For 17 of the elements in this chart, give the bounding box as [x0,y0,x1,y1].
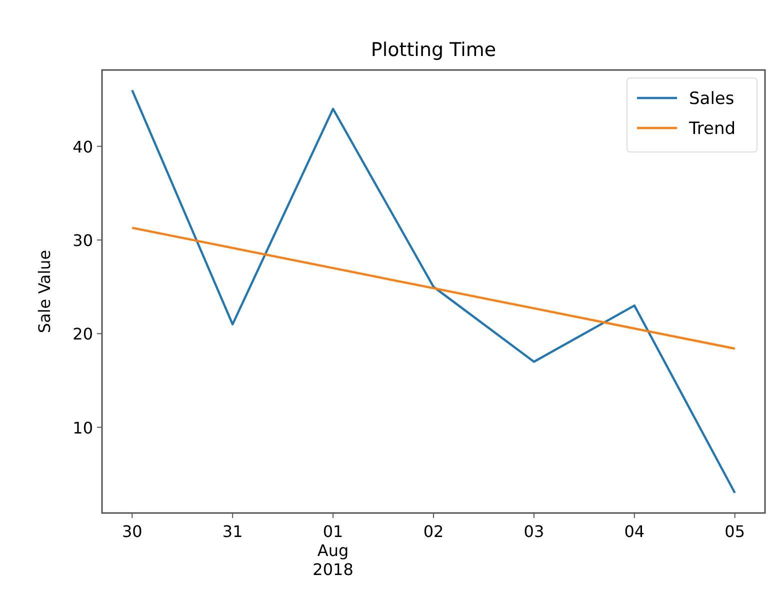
x-tick-label: 30 [122,522,142,541]
y-tick-label: 40 [72,137,93,156]
x-tick-label: 05 [724,522,746,541]
y-tick-label: 30 [72,230,93,250]
x-tick-label: 31 [222,522,243,541]
legend-label: Sales [689,89,734,109]
x-tick-label: 03 [524,522,544,541]
y-tick-label: 20 [72,324,93,344]
x-tick-label: 02 [423,522,444,541]
legend-label: Trend [688,119,736,139]
x-tick-label: 01 Aug 2018 [312,522,354,579]
x-tick-label: 04 [624,522,645,541]
chart-title: Plotting Time [370,39,496,61]
y-tick-label: 10 [72,418,93,438]
y-axis-title: Sale Value [35,250,54,334]
line-series [131,226,736,350]
line-series [131,89,736,494]
